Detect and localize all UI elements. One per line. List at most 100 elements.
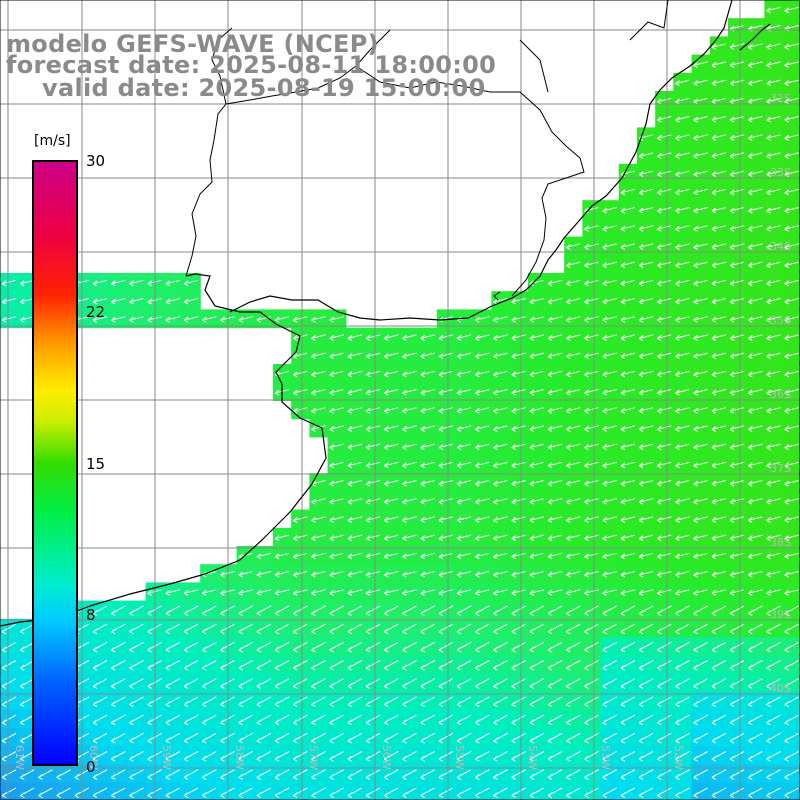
wind-arrow: [402, 641, 417, 653]
wind-arrow: [92, 787, 108, 799]
lat-label: 32S: [770, 92, 791, 105]
wind-arrow: [511, 696, 526, 708]
wind-arrow: [493, 787, 508, 799]
wind-arrow: [784, 751, 799, 762]
wind-arrow: [511, 407, 526, 414]
wind-arrow: [238, 589, 253, 596]
wind-arrow: [620, 225, 636, 232]
wind-arrow: [274, 571, 290, 578]
wind-arrow: [529, 714, 545, 726]
wind-arrow: [347, 516, 363, 523]
lon-label: 52W: [672, 745, 685, 770]
wind-arrow: [547, 696, 563, 708]
wind-arrow: [584, 641, 599, 653]
wind-arrow: [111, 787, 126, 799]
wind-arrow: [784, 769, 799, 780]
wind-arrow: [311, 787, 326, 799]
wind-arrow: [529, 443, 545, 451]
wind-arrow: [602, 425, 617, 432]
wind-arrow: [274, 641, 290, 653]
wind-arrow: [729, 534, 745, 542]
wind-arrow: [620, 678, 636, 689]
wind-arrow: [693, 552, 708, 560]
wind-arrow: [748, 298, 763, 305]
wind-arrow: [475, 352, 490, 360]
wind-arrow: [402, 623, 417, 635]
wind-arrow: [584, 678, 599, 689]
wind-arrow: [183, 787, 199, 799]
wind-arrow: [766, 480, 781, 487]
wind-arrow: [784, 623, 799, 635]
wind-arrow: [729, 225, 745, 232]
wind-arrow: [657, 352, 672, 360]
wind-arrow: [347, 425, 363, 432]
wind-arrow: [547, 605, 563, 617]
wind-arrow: [693, 170, 708, 178]
wind-arrow: [456, 589, 472, 596]
wind-arrow: [711, 623, 727, 635]
wind-arrow: [347, 769, 363, 780]
wind-arrow: [675, 134, 690, 141]
wind-arrow: [183, 298, 199, 305]
wind-arrow: [693, 605, 708, 617]
wind-arrow: [638, 389, 654, 396]
wind-arrow: [20, 678, 35, 689]
wind-arrow: [129, 279, 144, 287]
wind-arrow: [402, 443, 417, 451]
wind-arrow: [657, 170, 672, 178]
wind-arrow: [748, 623, 763, 635]
wind-arrow: [784, 188, 799, 196]
wind-arrow: [165, 660, 181, 671]
wind-arrow: [766, 243, 781, 250]
colorbar-gradient: [34, 162, 76, 764]
wind-arrow: [784, 678, 799, 689]
wind-arrow: [693, 134, 708, 141]
wind-arrow: [438, 498, 454, 505]
wind-arrow: [420, 370, 435, 378]
wind-arrow: [748, 188, 763, 196]
wind-arrow: [547, 461, 563, 469]
wind-arrow: [92, 316, 108, 323]
wind-arrow: [529, 425, 545, 432]
wind-arrow: [529, 787, 545, 799]
wind-arrow: [729, 334, 745, 341]
wind-arrow: [693, 352, 708, 360]
wind-arrow: [675, 516, 690, 523]
wind-arrow: [365, 678, 381, 689]
wind-arrow: [529, 370, 545, 378]
colorbar-tick-15: 15: [86, 455, 106, 473]
wind-arrow: [620, 407, 636, 414]
wind-arrow: [711, 678, 727, 689]
wind-arrow: [329, 571, 344, 578]
lat-label: 36S: [770, 388, 791, 401]
wind-arrow: [238, 605, 253, 617]
wind-arrow: [511, 498, 526, 505]
wind-arrow: [547, 316, 563, 323]
wind-arrow: [438, 787, 454, 799]
wind-arrow: [256, 714, 272, 726]
wind-arrow: [675, 623, 690, 635]
wind-arrow: [256, 589, 272, 596]
forecast-date: forecast date: 2025-08-11 18:00:00: [6, 51, 497, 79]
wind-arrow: [238, 714, 253, 726]
wind-arrow: [111, 696, 126, 708]
wind-arrow: [165, 714, 181, 726]
wind-arrow: [420, 389, 435, 396]
lon-label: 57W: [307, 745, 320, 770]
wind-arrow: [293, 696, 308, 708]
wind-arrow: [238, 623, 253, 635]
wind-arrow: [638, 334, 654, 341]
wind-arrow: [202, 623, 217, 635]
wind-arrow: [675, 298, 690, 305]
wind-arrow: [347, 641, 363, 653]
wind-arrow: [784, 425, 799, 432]
wind-arrow: [729, 97, 745, 105]
wind-arrow: [347, 751, 363, 762]
wind-arrow: [165, 732, 181, 744]
wind-arrow: [56, 769, 71, 780]
wind-arrow: [711, 751, 727, 762]
wind-arrow: [766, 261, 781, 269]
wind-arrow: [729, 152, 745, 159]
wind-arrow: [711, 97, 727, 105]
